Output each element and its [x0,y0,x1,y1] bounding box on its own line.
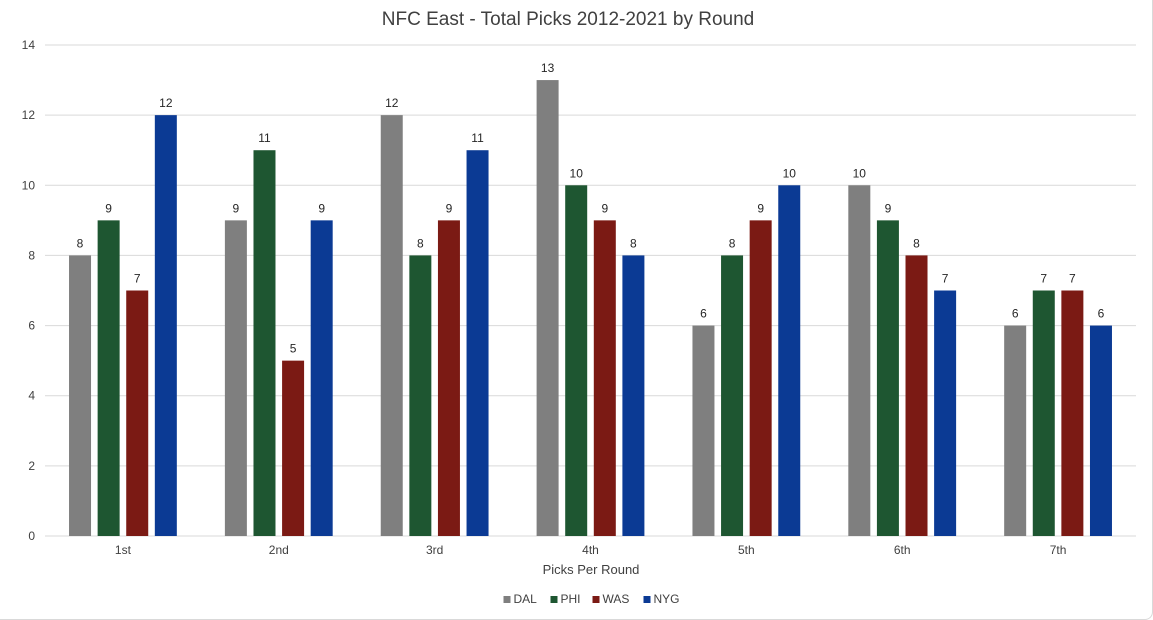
bar-nyg-3rd [466,150,489,536]
legend-swatch-dal [503,596,511,603]
bar-was-5th [749,220,772,536]
bar-dal-1st [69,255,92,536]
legend-label-nyg: NYG [654,592,680,606]
legend-label-was: WAS [603,592,630,606]
data-label: 9 [601,201,608,215]
bar-dal-3rd [380,115,403,537]
data-label: 8 [729,236,736,250]
x-tick-label: 3rd [426,543,443,557]
bar-dal-6th [848,185,871,537]
chart-title: NFC East - Total Picks 2012-2021 by Roun… [382,9,754,30]
bar-phi-6th [876,220,899,536]
legend-label-dal: DAL [514,592,538,606]
data-label: 9 [885,201,892,215]
bar-was-3rd [437,220,460,536]
bar-nyg-6th [934,290,957,536]
x-tick-label: 1st [115,543,132,557]
data-label: 5 [290,342,297,356]
data-label: 7 [1040,272,1047,286]
bars [69,80,1112,537]
data-label: 8 [417,236,424,250]
data-label: 6 [1098,307,1105,321]
data-label: 11 [471,131,484,145]
data-label: 7 [942,272,949,286]
y-tick-label: 2 [28,459,35,473]
bar-was-4th [593,220,616,536]
bar-phi-4th [565,185,588,537]
y-tick-label: 4 [28,389,35,403]
bar-dal-2nd [224,220,247,536]
x-tick-label: 2nd [269,543,289,557]
data-label: 7 [134,272,141,286]
y-tick-label: 6 [28,319,35,333]
x-tick-label: 7th [1050,543,1067,557]
data-label: 7 [1069,272,1076,286]
x-tick-label: 6th [894,543,911,557]
data-label: 8 [77,236,84,250]
data-label: 9 [318,201,325,215]
y-tick-label: 10 [22,178,36,192]
bar-was-2nd [282,360,305,536]
y-tick-label: 0 [28,529,35,543]
data-label: 11 [258,131,271,145]
data-label: 12 [385,96,399,110]
bar-was-7th [1061,290,1084,536]
bar-nyg-7th [1089,325,1112,536]
data-label: 9 [233,201,240,215]
x-axis-tick-labels: 1st 2nd 3rd 4th 5th 6th 7th [115,543,1066,557]
bar-phi-5th [721,255,744,536]
bar-was-6th [905,255,928,536]
data-label: 9 [446,201,453,215]
bar-phi-2nd [253,150,276,536]
data-label: 13 [541,61,555,75]
x-tick-label: 5th [738,543,755,557]
bar-phi-3rd [409,255,432,536]
bar-dal-7th [1004,325,1027,536]
x-tick-label: 4th [582,543,599,557]
legend-swatch-was [592,596,600,603]
x-axis-title: Picks Per Round [543,562,640,577]
bar-nyg-4th [622,255,645,536]
gridlines [45,44,1136,537]
bar-dal-4th [536,80,559,537]
data-label: 10 [853,166,867,180]
y-tick-label: 8 [28,248,35,262]
data-label: 12 [159,96,173,110]
data-label: 10 [783,166,797,180]
bar-dal-5th [692,325,715,536]
data-label: 6 [700,307,707,321]
data-labels: 8 9 7 12 9 11 5 9 12 8 9 11 13 10 9 8 6 8 9 10 10 9 8 7 6 7 7 6 [77,61,1105,356]
legend: DAL PHI WAS NYG [503,592,680,606]
bar-nyg-1st [154,115,177,537]
bar-nyg-2nd [310,220,333,536]
bar-phi-1st [97,220,120,536]
y-axis-tick-labels: 0 2 4 6 8 10 12 14 [22,38,36,543]
data-label: 6 [1012,307,1019,321]
legend-label-phi: PHI [561,592,581,606]
data-label: 8 [913,236,920,250]
data-label: 9 [757,201,764,215]
bar-was-1st [126,290,149,536]
y-tick-label: 12 [22,108,36,122]
bar-phi-7th [1032,290,1055,536]
data-label: 9 [105,201,112,215]
data-label: 10 [570,166,584,180]
y-tick-label: 14 [22,38,36,52]
legend-swatch-nyg [643,596,651,603]
legend-swatch-phi [550,596,558,603]
data-label: 8 [630,236,637,250]
bar-nyg-5th [778,185,801,537]
